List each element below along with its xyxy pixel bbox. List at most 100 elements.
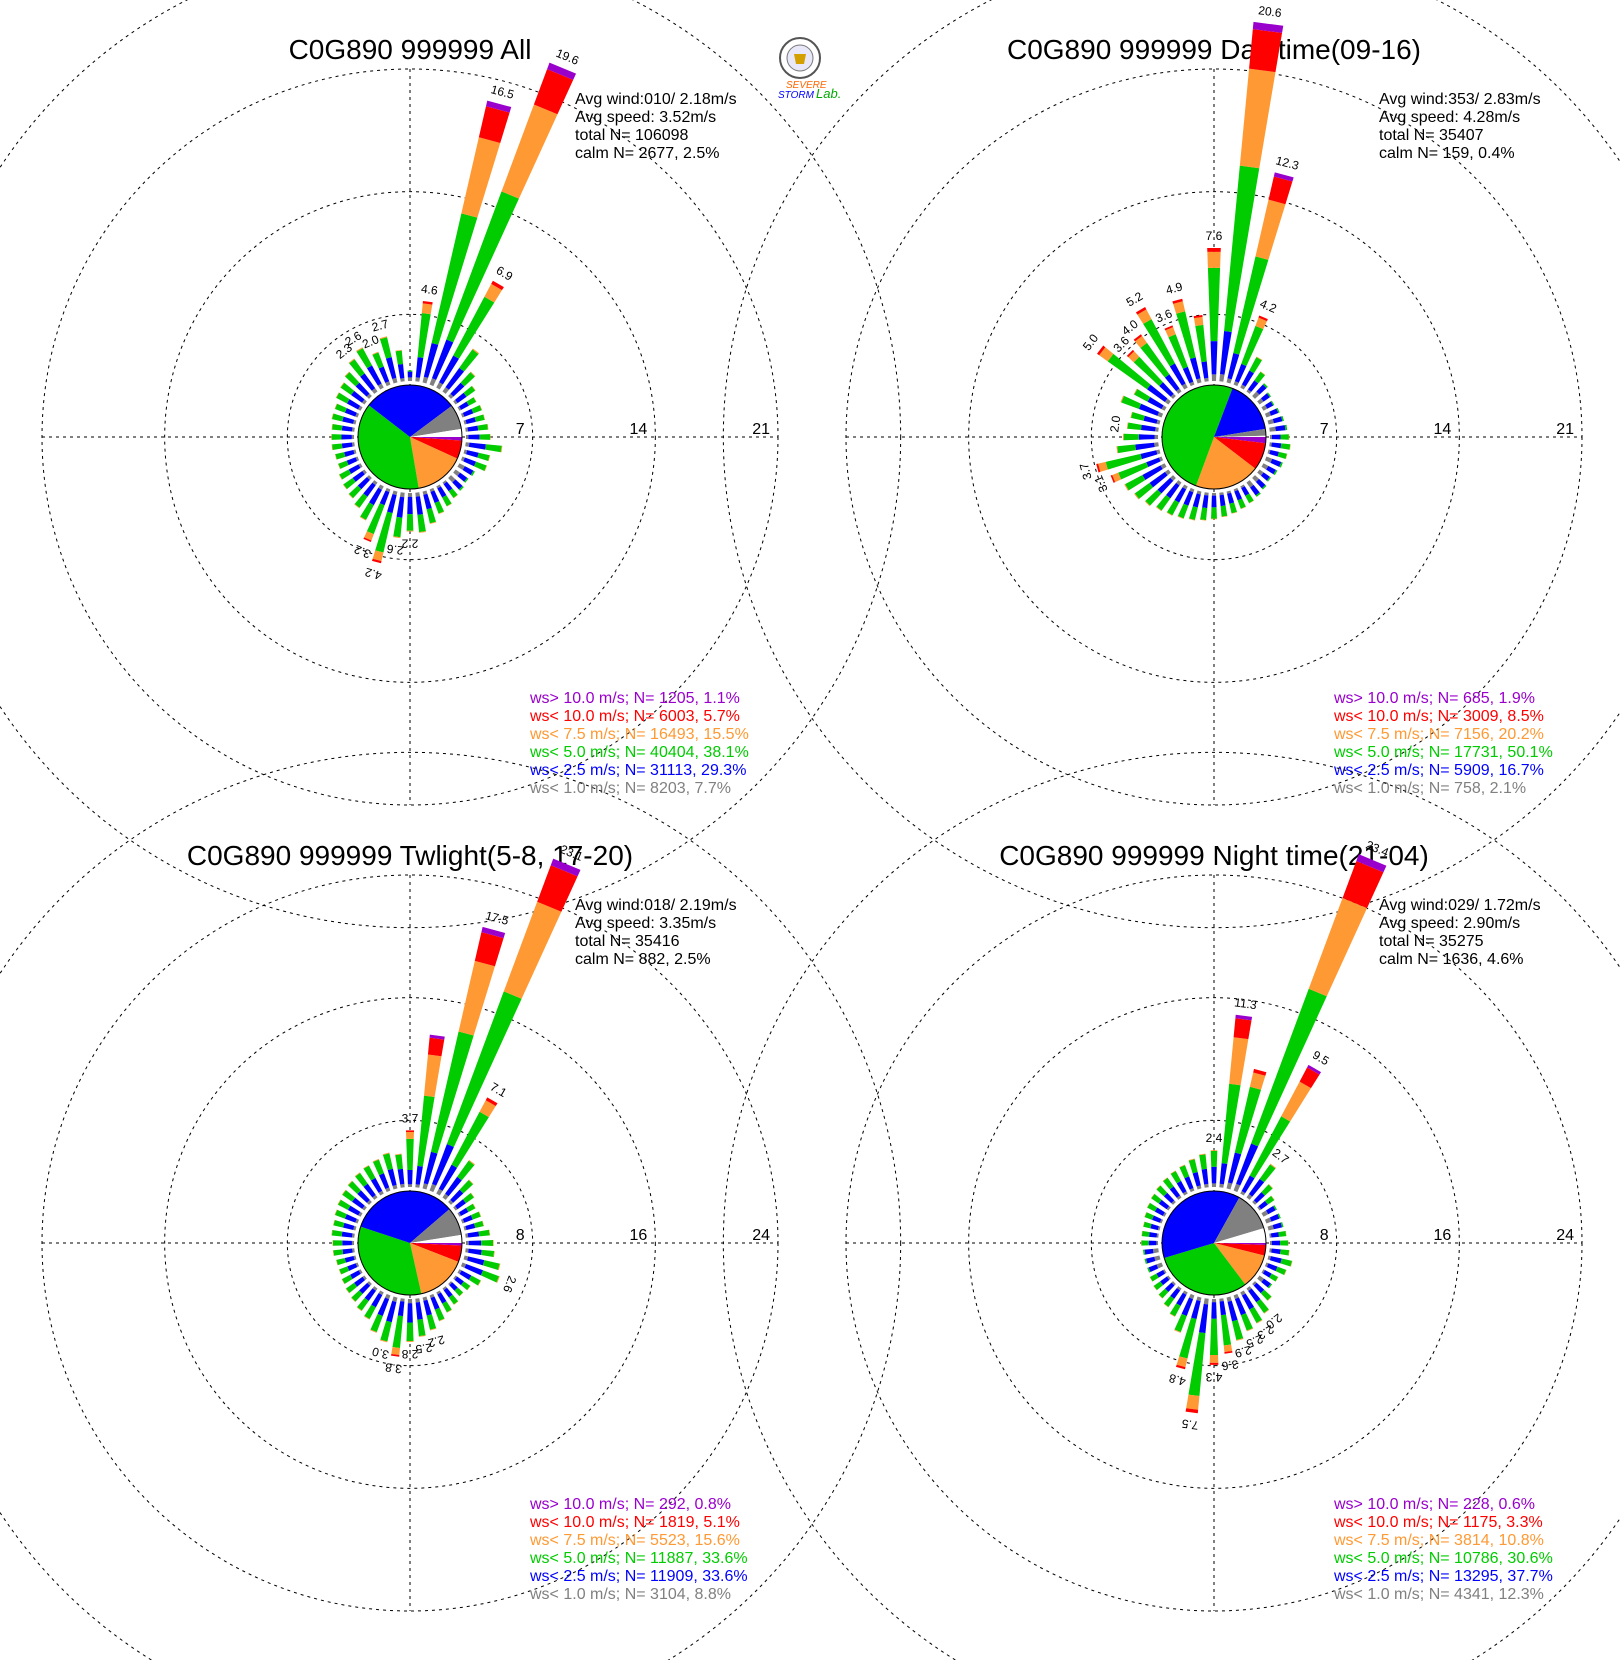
bar-value-label: 7.1 (488, 1080, 510, 1101)
bar-segment-lt7_5 (1209, 1354, 1219, 1363)
stat-line: calm N= 2677, 2.5% (575, 145, 720, 162)
windrose-panel-4: C0G890 999999 Night time(21-04)8 16 24Avg … (722, 751, 1620, 1660)
bar-segment-lt7_5 (468, 1179, 474, 1185)
pie-slice-calm (410, 428, 463, 437)
windrose-bar (347, 1180, 372, 1205)
bar-segment-lt2_5 (1149, 471, 1168, 488)
bar-segment-lt2_5 (342, 416, 355, 424)
windrose-bar (448, 475, 464, 491)
bar-segment-lt7_5 (479, 404, 483, 411)
bar-segment-lt1 (352, 1248, 355, 1253)
bar-segment-lt7_5 (1249, 500, 1254, 504)
bar-segment-lt2_5 (1148, 1240, 1157, 1246)
windrose-bar (460, 456, 488, 472)
bar-segment-lt1 (1158, 456, 1164, 462)
windrose-bar (354, 1172, 378, 1200)
bar-segment-lt1 (366, 475, 372, 481)
bar-segment-lt2_5 (385, 357, 397, 379)
bar-segment-lt1 (1181, 383, 1188, 390)
windrose-panel-2: C0G890 999999 Day time(09-16) 7 14 21 Avg wi… (722, 0, 1620, 929)
speed-pie (357, 1190, 463, 1296)
bar-segment-lt7_5 (406, 1132, 414, 1139)
bar-segment-lt2_5 (343, 1222, 355, 1230)
bar-segment-lt5 (430, 1031, 474, 1154)
bar-value-label: 7.6 (1206, 229, 1223, 243)
windrose-bar (1246, 1286, 1270, 1314)
windrose-bar (463, 1220, 485, 1231)
bar-segment-lt2_5 (347, 1205, 361, 1216)
bar-segment-lt5 (356, 348, 373, 369)
windrose-bar (1233, 854, 1387, 1193)
bar-segment-lt7_5 (458, 960, 495, 1036)
bar-segment-lt5 (474, 461, 487, 471)
windrose-bar (337, 456, 360, 470)
windrose-bar (1146, 1202, 1167, 1217)
bar-segment-lt7_5 (471, 385, 476, 391)
bar-segment-lt1 (463, 419, 467, 425)
bar-segment-lt7_5 (331, 1229, 333, 1236)
logo-text-severe: SEVERE (786, 80, 827, 91)
bar-segment-lt7_5 (341, 1279, 345, 1285)
bar-segment-lt7_5 (1144, 500, 1151, 507)
bar-segment-lt1 (1157, 411, 1164, 418)
bar-segment-lt1 (355, 456, 360, 462)
bar-value-label: 20.6 (1258, 3, 1283, 20)
legend-entry-lt5: ws< 5.0 m/s; N= 11887, 33.6% (529, 1550, 748, 1567)
bar-segment-lt7_5 (1221, 515, 1228, 518)
windrose-bar (371, 490, 398, 564)
windrose-bar (460, 1262, 500, 1283)
windrose-bar (1116, 442, 1159, 454)
bar-segment-lt1 (378, 1290, 384, 1296)
pie-slice-lt5 (358, 1226, 422, 1296)
ring-label: 14 (1434, 421, 1452, 438)
bar-segment-lt1 (1156, 1240, 1159, 1246)
bar-segment-lt7_5 (453, 1301, 459, 1305)
bar-segment-lt1 (465, 1240, 469, 1246)
bar-segment-lt2_5 (352, 1197, 365, 1209)
bar-value-label: 3.0 (370, 1344, 390, 1362)
bar-segment-lt2_5 (423, 342, 439, 378)
bar-segment-lt1 (385, 1293, 391, 1300)
windrose-bar (457, 397, 477, 411)
bar-segment-lt2_5 (1164, 1282, 1175, 1293)
bar-segment-lt1 (1246, 1286, 1252, 1292)
bar-segment-lt1 (1261, 1269, 1265, 1274)
bar-segment-lt7_5 (1281, 1081, 1312, 1122)
bar-segment-lt7_5 (379, 336, 388, 340)
bar-segment-lt1 (1257, 469, 1264, 476)
legend-entry-lt10: ws< 10.0 m/s; N= 1175, 3.3% (1333, 1514, 1543, 1531)
bar-segment-lt5 (1156, 495, 1171, 511)
bar-segment-lt2_5 (439, 355, 459, 385)
bar-segment-lt1 (1267, 1224, 1274, 1231)
pie-slice-lt10 (410, 1243, 462, 1262)
windrose-bar (1124, 463, 1167, 491)
bar-segment-lt2_5 (407, 1170, 413, 1185)
bar-segment-lt5 (1188, 1159, 1198, 1174)
bar-segment-lt7_5 (472, 348, 480, 355)
bar-segment-lt1 (367, 1281, 372, 1286)
bar-segment-lt2_5 (465, 417, 476, 424)
bar-segment-lt7_5 (372, 550, 384, 562)
legend-entry-lt1: ws< 1.0 m/s; N= 3104, 8.8% (529, 1586, 731, 1603)
windrose-bar (1252, 383, 1268, 399)
grid-ring (968, 191, 1460, 683)
bar-segment-lt5 (1199, 1154, 1207, 1170)
bar-segment-lt5 (1174, 1313, 1187, 1333)
bar-segment-lt7_5 (332, 1250, 335, 1256)
bar-segment-lt5 (1169, 1303, 1181, 1317)
bar-segment-lt2_5 (1219, 330, 1232, 375)
windrose-bar (351, 1281, 372, 1302)
bar-segment-lt2_5 (377, 1297, 390, 1317)
bar-segment-lt5 (1189, 506, 1198, 521)
pie-slice-lt7_5 (1214, 1243, 1265, 1285)
bar-segment-lt1 (1156, 419, 1161, 425)
bar-segment-lt10 (478, 106, 510, 143)
bar-segment-lt7_5 (484, 465, 488, 472)
bar-segment-lt1 (351, 1233, 355, 1238)
bar-value-label: 3.1 (1091, 473, 1110, 494)
windrose-bar (442, 1286, 459, 1305)
bar-segment-lt2_5 (1234, 489, 1243, 501)
windrose-bar (1134, 469, 1171, 500)
bar-segment-lt5 (459, 349, 479, 372)
